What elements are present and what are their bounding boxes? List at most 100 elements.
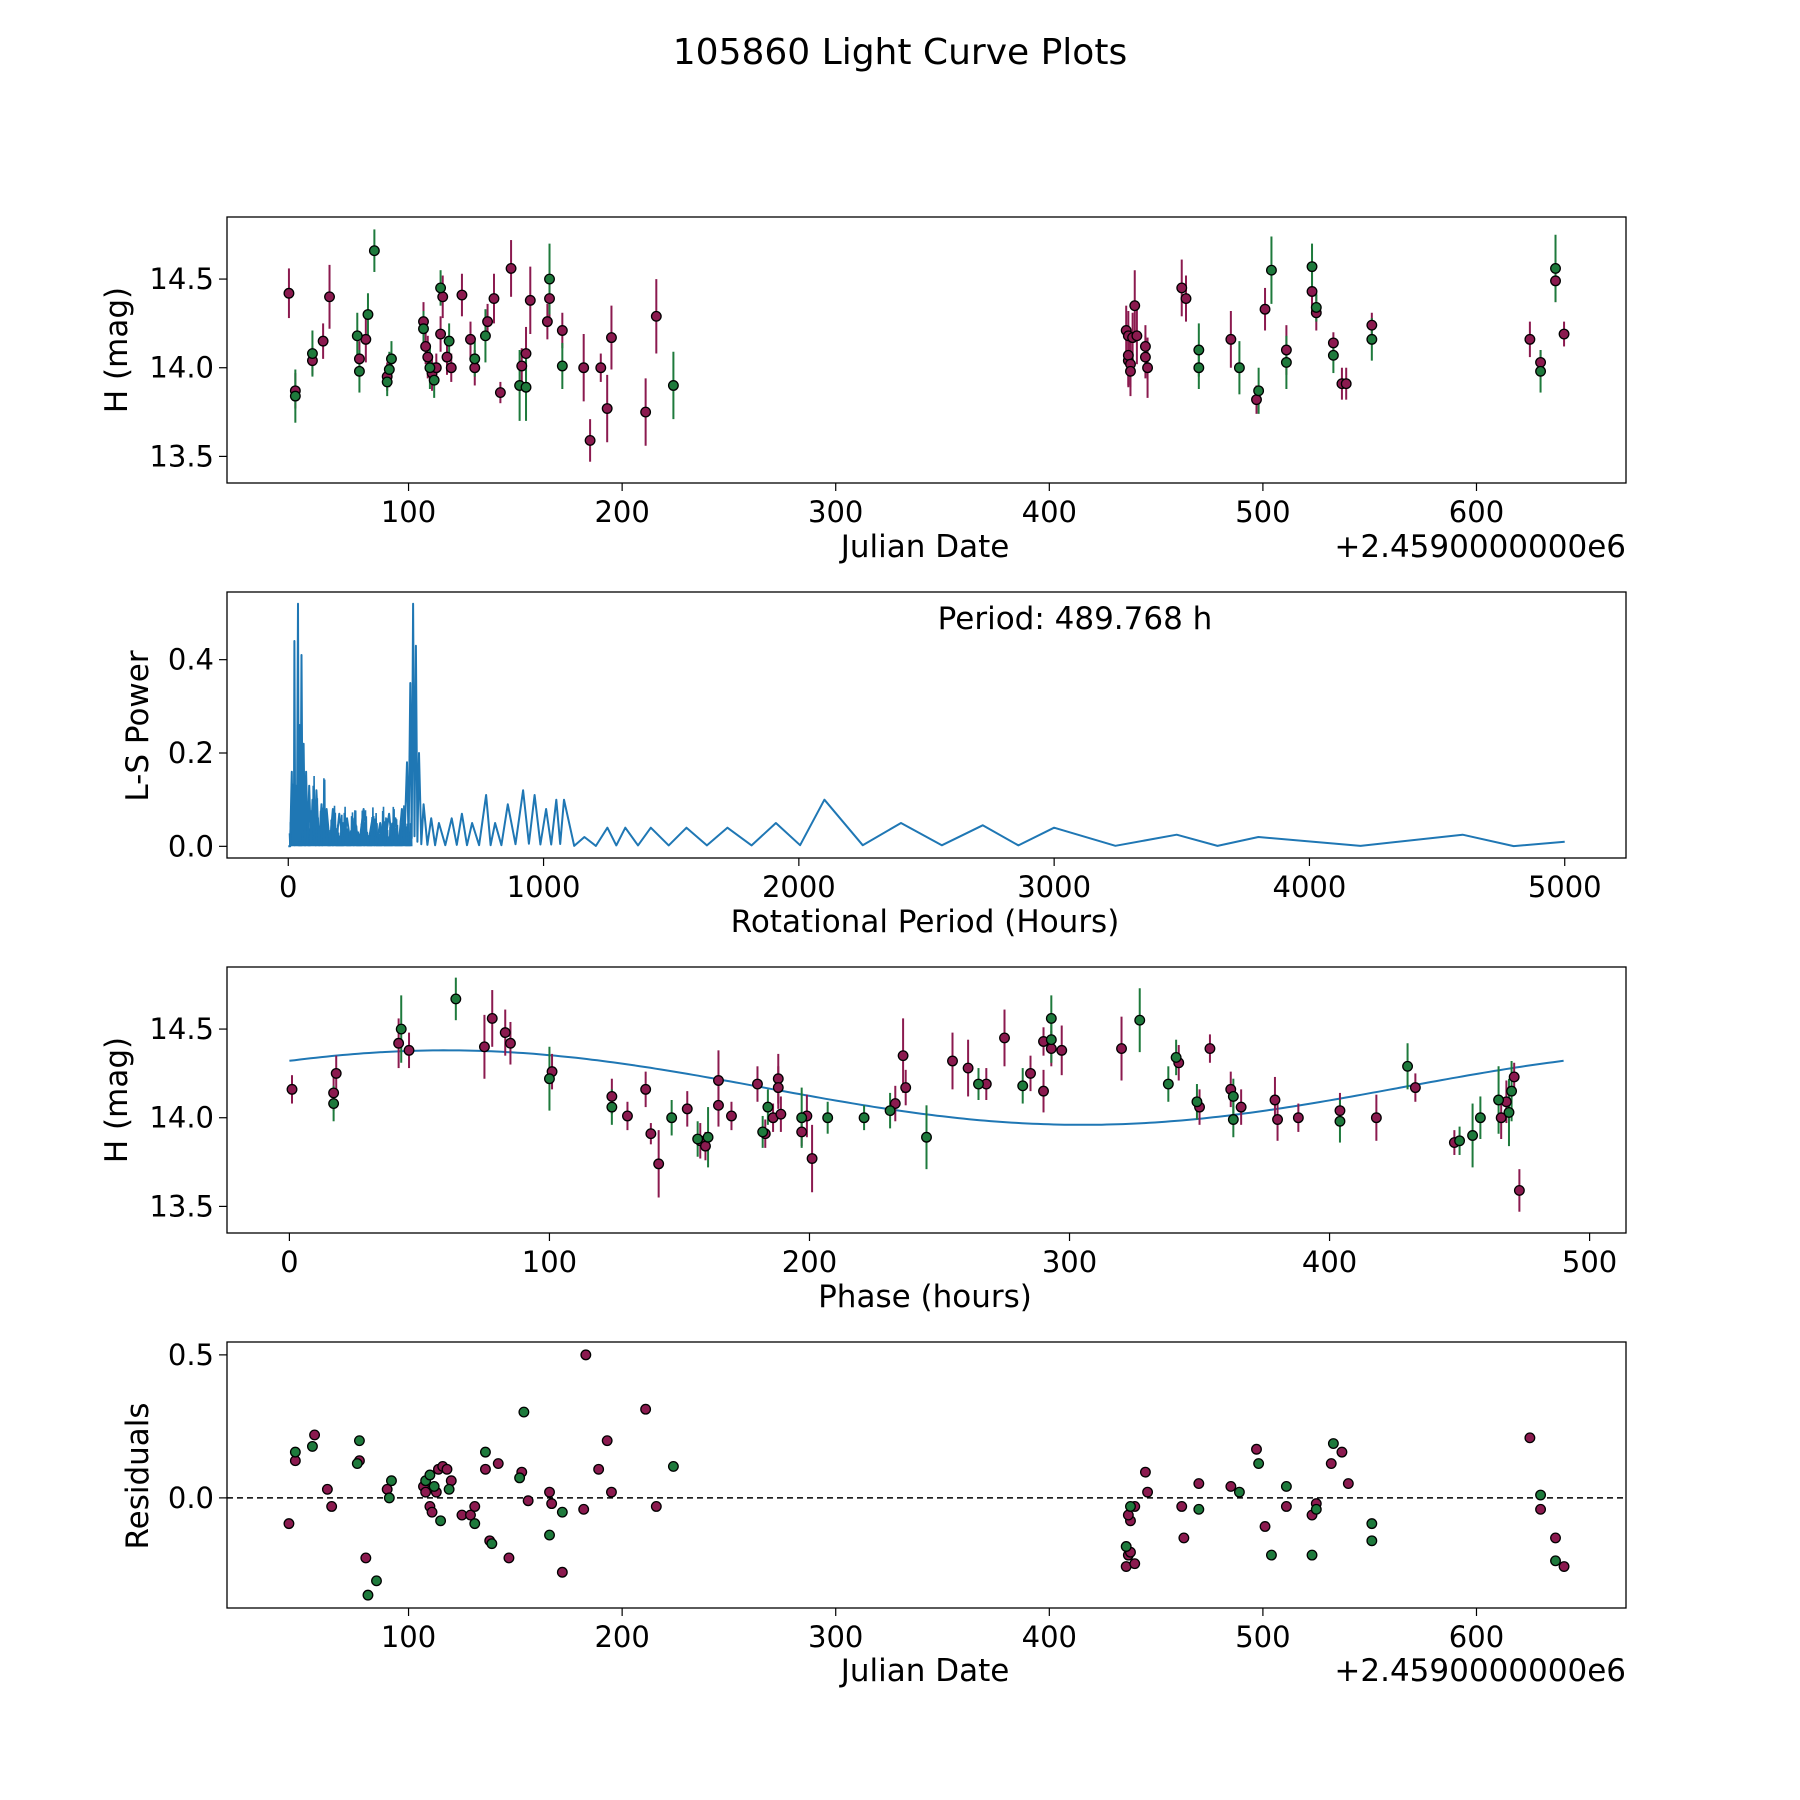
resid-point-green xyxy=(424,1469,436,1481)
phase-point-maroon xyxy=(653,1158,665,1170)
resid-point-maroon xyxy=(1325,1458,1337,1470)
lc-frame xyxy=(226,216,1627,484)
lc-point-maroon xyxy=(650,310,662,322)
lc-point-green xyxy=(520,381,532,393)
lc-point-green xyxy=(479,330,491,342)
lc-point-maroon xyxy=(435,328,447,340)
phase-xtick-label: 200 xyxy=(782,1245,837,1279)
phase-point-maroon xyxy=(499,1027,511,1039)
resid-point-green xyxy=(556,1506,568,1518)
ls-xtick-label: 4000 xyxy=(1273,870,1347,904)
resid-point-green xyxy=(1280,1480,1292,1492)
lc-point-green xyxy=(418,323,429,335)
lc-point-green xyxy=(1193,344,1205,356)
lc-xtick-label: 300 xyxy=(808,495,863,529)
resid-point-maroon xyxy=(606,1486,617,1498)
resid-point-green xyxy=(1306,1549,1318,1561)
resid-point-green xyxy=(1550,1555,1561,1567)
phase-xtick-label: 300 xyxy=(1042,1245,1097,1279)
phase-point-maroon xyxy=(726,1110,737,1122)
resid-point-green xyxy=(1366,1518,1378,1530)
lc-ytick-label: 14.5 xyxy=(149,262,214,296)
phase-point-green xyxy=(1402,1060,1414,1072)
phase-point-green xyxy=(692,1133,704,1145)
phase-point-maroon xyxy=(772,1082,784,1094)
phase-point-green xyxy=(762,1101,774,1113)
ls-xtick-label: 5000 xyxy=(1528,870,1602,904)
resid-frame xyxy=(226,1341,1627,1609)
lc-xlabel: Julian Date xyxy=(839,529,1010,565)
lc-point-maroon xyxy=(1180,293,1192,305)
phase-xlabel: Phase (hours) xyxy=(818,1279,1032,1315)
phase-point-green xyxy=(796,1112,808,1124)
lc-point-green xyxy=(1310,301,1322,313)
lc-point-maroon xyxy=(524,294,536,306)
lc-point-maroon xyxy=(520,348,532,359)
phase-point-green xyxy=(606,1101,618,1113)
resid-point-green xyxy=(518,1406,530,1418)
phase-point-green xyxy=(1467,1130,1479,1141)
lc-point-maroon xyxy=(1259,303,1271,315)
phase-point-green xyxy=(1045,1034,1057,1046)
phase-point-maroon xyxy=(1269,1094,1281,1106)
resid-point-maroon xyxy=(1259,1521,1271,1532)
lc-xtick-label: 400 xyxy=(1022,495,1077,529)
resid-point-maroon xyxy=(1225,1480,1237,1492)
lc-point-maroon xyxy=(1139,351,1151,363)
lc-offset-label: +2.4590000000e6 xyxy=(1334,529,1626,565)
resid-point-maroon xyxy=(1176,1501,1188,1512)
lc-point-green xyxy=(289,390,301,402)
phase-xtick-label: 100 xyxy=(522,1245,577,1279)
lc-point-green xyxy=(383,364,395,375)
ls-xtick-label: 1000 xyxy=(507,870,581,904)
phase-ytick-label: 13.5 xyxy=(149,1189,214,1223)
phase-point-maroon xyxy=(1025,1067,1036,1079)
phase-point-maroon xyxy=(775,1108,787,1120)
lc-point-maroon xyxy=(556,325,568,336)
resid-point-green xyxy=(1327,1438,1339,1449)
lc-point-maroon xyxy=(1131,330,1143,342)
phase-point-maroon xyxy=(947,1055,958,1067)
resid-point-maroon xyxy=(1280,1501,1292,1512)
lc-point-green xyxy=(667,380,679,391)
lc-point-maroon xyxy=(1139,341,1151,352)
resid-point-maroon xyxy=(309,1429,321,1441)
lc-point-maroon xyxy=(544,293,555,305)
ls-frame xyxy=(226,591,1627,859)
resid-ytick-label: 0.5 xyxy=(168,1338,214,1372)
resid-point-maroon xyxy=(469,1501,481,1512)
resid-point-maroon xyxy=(1524,1432,1536,1444)
lc-point-green xyxy=(428,374,440,386)
ls-ytick-label: 0.4 xyxy=(168,643,214,677)
lc-point-maroon xyxy=(488,293,500,305)
phase-point-green xyxy=(1045,1012,1057,1024)
resid-point-maroon xyxy=(601,1435,613,1447)
phase-point-maroon xyxy=(1370,1112,1382,1124)
phase-ytick-label: 14.5 xyxy=(149,1012,214,1046)
lc-point-maroon xyxy=(1125,365,1136,377)
resid-xtick-label: 300 xyxy=(808,1620,863,1654)
lc-point-green xyxy=(544,273,555,285)
phase-point-green xyxy=(1506,1085,1518,1097)
resid-xlabel: Julian Date xyxy=(839,1653,1010,1689)
resid-point-green xyxy=(469,1518,481,1530)
resid-point-green xyxy=(383,1492,395,1504)
resid-point-maroon xyxy=(1251,1443,1262,1455)
lc-point-maroon xyxy=(601,403,613,414)
phase-point-maroon xyxy=(403,1044,415,1056)
lc-point-maroon xyxy=(1524,333,1536,345)
lc-point-green xyxy=(1550,262,1561,274)
lc-point-maroon xyxy=(1327,337,1339,349)
resid-point-green xyxy=(443,1483,455,1495)
resid-point-maroon xyxy=(1535,1503,1547,1515)
resid-point-maroon xyxy=(578,1503,590,1515)
phase-point-green xyxy=(884,1105,896,1117)
lc-point-maroon xyxy=(606,332,617,344)
residuals-panel: 100 200 300 400 500 600 0.0 0.5 xyxy=(168,1338,1627,1654)
phase-point-green xyxy=(328,1098,340,1109)
phase-ytick-label: 14.0 xyxy=(149,1101,214,1135)
lc-point-green xyxy=(1233,362,1245,374)
phase-point-maroon xyxy=(622,1110,633,1122)
phase-point-green xyxy=(1227,1091,1239,1102)
